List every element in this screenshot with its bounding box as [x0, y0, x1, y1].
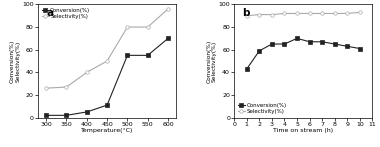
Conversion(%)	[295, 37, 299, 39]
Conversion(%)	[146, 55, 150, 56]
Selectivity(%)	[345, 13, 350, 14]
Selectivity(%)	[125, 26, 130, 28]
Conversion(%)	[332, 43, 337, 45]
Selectivity(%)	[64, 86, 69, 88]
Line: Conversion(%): Conversion(%)	[44, 37, 170, 117]
Conversion(%)	[84, 111, 89, 113]
Conversion(%)	[345, 45, 350, 47]
Conversion(%)	[166, 37, 170, 39]
Line: Selectivity(%): Selectivity(%)	[44, 7, 170, 90]
Conversion(%)	[44, 115, 48, 116]
Conversion(%)	[244, 68, 249, 70]
Selectivity(%)	[105, 60, 109, 62]
Y-axis label: Conversion(%)
Selectivity(%): Conversion(%) Selectivity(%)	[206, 39, 217, 83]
Selectivity(%)	[44, 87, 48, 89]
Line: Selectivity(%): Selectivity(%)	[245, 11, 362, 17]
Text: b: b	[242, 8, 250, 18]
Selectivity(%)	[295, 13, 299, 14]
X-axis label: Time on stream (h): Time on stream (h)	[273, 128, 333, 133]
Selectivity(%)	[257, 14, 261, 15]
Selectivity(%)	[166, 8, 170, 10]
Conversion(%)	[257, 50, 261, 52]
Selectivity(%)	[84, 71, 89, 73]
Conversion(%)	[125, 55, 130, 56]
Conversion(%)	[307, 41, 312, 43]
Legend: Conversion(%), Selectivity(%): Conversion(%), Selectivity(%)	[41, 7, 92, 21]
Conversion(%)	[358, 48, 362, 49]
Selectivity(%)	[146, 26, 150, 28]
X-axis label: Temperature(°C): Temperature(°C)	[81, 128, 133, 133]
Conversion(%)	[64, 115, 69, 116]
Conversion(%)	[282, 43, 287, 45]
Selectivity(%)	[244, 15, 249, 17]
Conversion(%)	[320, 41, 325, 43]
Conversion(%)	[270, 43, 274, 45]
Text: a: a	[46, 8, 54, 18]
Selectivity(%)	[270, 14, 274, 15]
Selectivity(%)	[307, 13, 312, 14]
Selectivity(%)	[332, 13, 337, 14]
Y-axis label: Conversion(%)
Selectivity(%): Conversion(%) Selectivity(%)	[10, 39, 21, 83]
Line: Conversion(%): Conversion(%)	[245, 37, 362, 71]
Legend: Conversion(%), Selectivity(%): Conversion(%), Selectivity(%)	[237, 101, 288, 115]
Selectivity(%)	[282, 13, 287, 14]
Selectivity(%)	[320, 13, 325, 14]
Conversion(%)	[105, 104, 109, 106]
Selectivity(%)	[358, 11, 362, 13]
